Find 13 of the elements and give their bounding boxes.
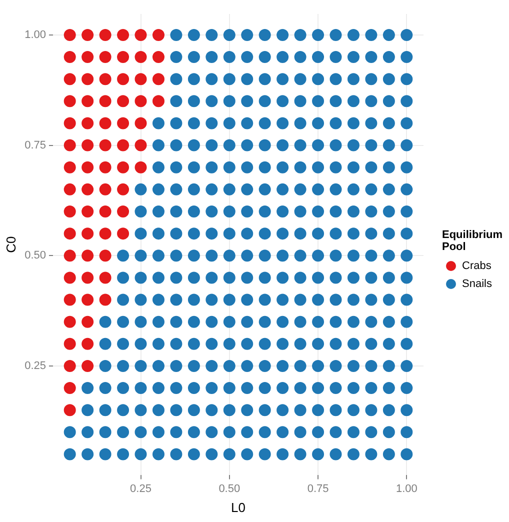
legend-label: Snails — [462, 278, 492, 290]
x-tick-label: 1.00 — [396, 482, 418, 495]
y-tick-label: 0.25 — [24, 360, 46, 372]
x-tick-label: 0.25 — [130, 482, 152, 495]
y-tick-label: 0.75 — [24, 139, 46, 152]
y-tick-label: 1.00 — [24, 28, 46, 41]
x-tick-label: 0.75 — [307, 482, 329, 495]
x-tick-label: 0.50 — [218, 482, 240, 495]
y-axis-title: C0 — [3, 236, 18, 253]
legend-label: Crabs — [462, 260, 492, 272]
legend-title: Equilibrium Pool — [442, 229, 504, 253]
x-axis-title: L0 — [231, 500, 246, 515]
y-tick-label: 0.50 — [24, 250, 46, 262]
